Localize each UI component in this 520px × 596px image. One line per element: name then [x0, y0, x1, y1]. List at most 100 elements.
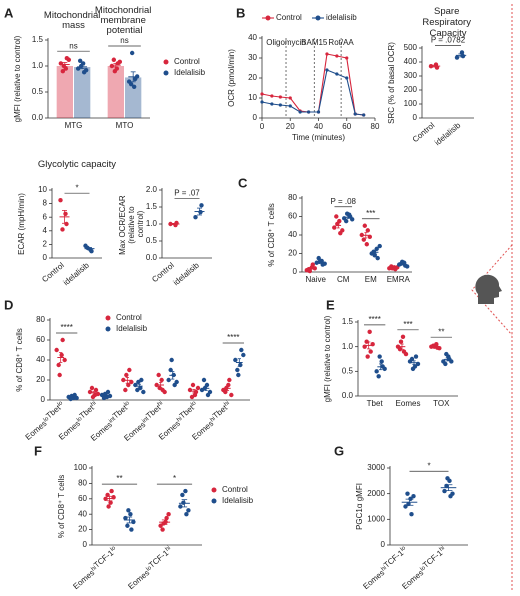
significance-label: ns [69, 41, 77, 50]
data-point [124, 372, 129, 378]
x-tick-label: EM [365, 275, 377, 284]
data-point [362, 223, 367, 228]
head-icon [475, 274, 502, 304]
data-point [312, 266, 317, 271]
data-point [166, 512, 171, 517]
legend-swatch [265, 15, 271, 21]
y-tick-label: 60 [36, 335, 45, 344]
data-point [57, 372, 62, 378]
significance-label: **** [227, 333, 239, 342]
y-tick-label: 500 [404, 43, 418, 52]
data-point [410, 366, 416, 372]
data-point [74, 395, 79, 401]
x-tick-label: 60 [342, 122, 351, 131]
data-point [437, 345, 442, 351]
y-tick-label: 0 [293, 267, 298, 276]
data-point [241, 352, 246, 358]
data-point [405, 491, 410, 496]
data-point [62, 357, 67, 363]
y-tick-label: 80 [78, 479, 87, 488]
x-tick-label: Eomes [396, 399, 421, 408]
legend-swatch [211, 487, 217, 493]
data-point [189, 394, 195, 400]
data-point [340, 228, 345, 233]
data-point [198, 209, 203, 215]
y-tick-label: 3000 [367, 463, 385, 472]
y-tick-label: 1.5 [342, 317, 354, 326]
data-point [75, 66, 81, 71]
data-point [307, 268, 312, 274]
x-tick-label: idelalisib [172, 260, 202, 287]
data-point [90, 394, 96, 400]
significance-label: **** [368, 315, 380, 324]
y-tick-label: 0 [83, 540, 88, 549]
data-point [367, 234, 372, 240]
y-tick-label: 0.0 [146, 253, 158, 262]
data-point [278, 95, 282, 99]
data-point [270, 102, 274, 106]
data-point [112, 69, 118, 74]
data-point [89, 385, 95, 391]
y-tick-label: 1.0 [342, 342, 354, 351]
data-point [377, 354, 382, 359]
x-tick-label: EMRA [387, 275, 411, 284]
y-tick-label: 400 [404, 57, 418, 66]
y-axis-label: gMFI (relative to control) [13, 35, 22, 122]
data-point [101, 395, 107, 401]
data-point [400, 259, 405, 265]
x-tick-label: EomesloTCF-1hi [398, 545, 450, 591]
data-point [310, 262, 315, 267]
data-point [362, 113, 366, 117]
data-point [322, 261, 327, 266]
y-axis-label: SRC (% of basal OCR) [387, 42, 396, 124]
data-point [128, 82, 134, 87]
data-point [397, 346, 403, 352]
data-point [186, 508, 191, 513]
y-axis-label: % of CD8⁺ T cells [267, 203, 276, 267]
y-tick-label: 40 [36, 355, 45, 364]
y-tick-label: 0 [381, 540, 386, 549]
y-tick-label: 300 [404, 71, 418, 80]
data-point [166, 377, 171, 383]
panel-letter: G [334, 443, 344, 458]
data-point [460, 53, 466, 59]
legend-swatch [163, 70, 169, 76]
x-tick-label: MTG [65, 121, 83, 130]
injection-label: Oligomycin [266, 38, 306, 47]
data-point [83, 67, 89, 73]
data-point [325, 68, 329, 72]
x-tick-label: EomeshiTCF-1lo [69, 545, 121, 592]
y-tick-label: 40 [248, 33, 257, 42]
data-point [335, 54, 339, 58]
data-point [60, 69, 66, 74]
data-point [129, 379, 134, 385]
y-axis-label: % of CD8⁺ T cells [15, 328, 24, 392]
data-point [379, 359, 384, 364]
data-point [374, 369, 379, 374]
y-tick-label: 1.0 [32, 61, 44, 70]
chart-title: Glycolytic capacity [38, 159, 116, 170]
data-point [126, 508, 131, 513]
data-point [58, 198, 63, 203]
data-point [335, 72, 339, 76]
data-point [60, 337, 65, 343]
y-tick-label: 1000 [367, 514, 385, 523]
data-point [413, 354, 419, 359]
y-tick-label: 40 [78, 509, 87, 518]
data-point [365, 354, 370, 359]
data-point [162, 389, 167, 395]
panel-letter: F [34, 443, 42, 458]
significance-label: * [75, 183, 78, 192]
y-tick-label: 60 [78, 494, 87, 503]
legend-label: idelalisib [326, 13, 357, 22]
data-point [164, 515, 169, 521]
data-point [126, 382, 131, 388]
data-point [316, 255, 321, 261]
bar [56, 66, 73, 118]
panel-letter: B [236, 5, 245, 20]
y-tick-label: 4 [43, 226, 48, 235]
data-point [350, 217, 355, 222]
y-tick-label: 0.5 [146, 236, 158, 245]
data-point [180, 492, 185, 498]
data-point [78, 63, 84, 69]
